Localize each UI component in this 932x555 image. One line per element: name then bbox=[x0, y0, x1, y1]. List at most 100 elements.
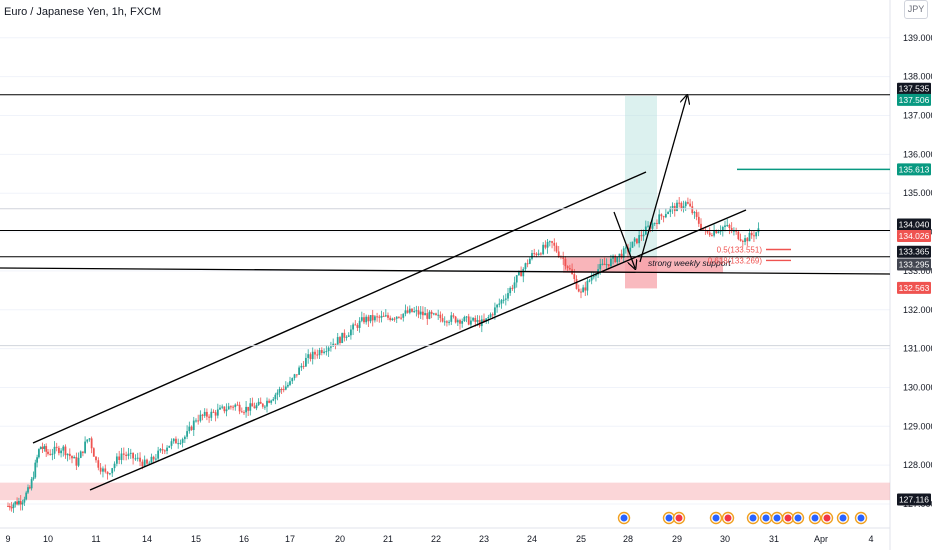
candle-body bbox=[689, 203, 691, 207]
candle-body bbox=[573, 274, 576, 279]
candle-body bbox=[502, 299, 505, 301]
candle-body bbox=[99, 467, 102, 472]
candle-body bbox=[97, 460, 100, 468]
candle-body bbox=[159, 449, 162, 451]
candle-body bbox=[298, 367, 300, 375]
candle-body bbox=[278, 388, 281, 393]
candle-body bbox=[43, 446, 46, 449]
candle-body bbox=[582, 287, 585, 293]
candle-body bbox=[739, 239, 742, 241]
candle-body bbox=[201, 414, 204, 416]
candle-body bbox=[199, 414, 202, 421]
x-tick-label: 17 bbox=[285, 534, 295, 544]
candle-body bbox=[533, 253, 536, 255]
candle-body bbox=[607, 264, 610, 267]
candle-body bbox=[580, 291, 582, 293]
candle-body bbox=[255, 405, 258, 409]
candle-body bbox=[509, 287, 512, 294]
candle-body bbox=[700, 223, 702, 230]
candle-body bbox=[599, 264, 602, 270]
candle-body bbox=[84, 441, 86, 453]
candle-body bbox=[636, 238, 638, 244]
candle-body bbox=[234, 404, 237, 408]
candle-body bbox=[197, 420, 200, 422]
price-badge-label: 134.040 bbox=[899, 219, 930, 229]
candle-body bbox=[45, 446, 48, 452]
candle-body bbox=[170, 441, 173, 446]
candle-body bbox=[27, 487, 29, 493]
candle-body bbox=[605, 264, 608, 266]
scale-currency-button[interactable]: JPY bbox=[904, 0, 928, 19]
candle-body bbox=[92, 448, 95, 457]
candle-body bbox=[382, 315, 385, 317]
price-badge-label: 135.613 bbox=[899, 164, 930, 174]
candle-body bbox=[656, 222, 658, 224]
candle-body bbox=[746, 238, 749, 242]
price-badge-label: 134.026 bbox=[899, 231, 930, 241]
candle-body bbox=[684, 202, 687, 207]
candle-body bbox=[365, 316, 368, 323]
price-badge bbox=[897, 163, 931, 176]
candle-body bbox=[109, 473, 111, 475]
candle-body bbox=[73, 456, 76, 459]
price-badge bbox=[897, 493, 931, 506]
candle-body bbox=[268, 400, 270, 403]
candle-body bbox=[682, 206, 685, 209]
candle-body bbox=[225, 409, 228, 412]
candle-body bbox=[472, 317, 474, 321]
candle-body bbox=[426, 313, 429, 319]
candle-body bbox=[134, 458, 137, 460]
candle-body bbox=[192, 420, 195, 431]
candle-body bbox=[327, 347, 330, 352]
candle-body bbox=[708, 232, 711, 236]
candle-body bbox=[446, 321, 448, 323]
x-tick-label: 31 bbox=[769, 534, 779, 544]
candle-body bbox=[564, 258, 567, 267]
price-badge-label: 132.563 bbox=[899, 283, 930, 293]
candle-body bbox=[122, 453, 125, 455]
candle-body bbox=[10, 507, 13, 509]
candle-body bbox=[511, 287, 514, 289]
candle-body bbox=[223, 406, 226, 412]
candle-body bbox=[667, 212, 669, 215]
candle-body bbox=[376, 316, 378, 318]
candle-body bbox=[203, 411, 206, 416]
candle-body bbox=[633, 238, 636, 242]
candle-body bbox=[104, 468, 107, 472]
candle-body bbox=[214, 412, 217, 416]
candle-body bbox=[402, 313, 405, 318]
candle-body bbox=[715, 230, 718, 234]
candle-body bbox=[680, 202, 683, 209]
candle-body bbox=[380, 315, 383, 318]
candle-body bbox=[691, 206, 694, 214]
candle-body bbox=[398, 316, 400, 318]
candle-body bbox=[417, 310, 420, 315]
candle-body bbox=[647, 225, 649, 227]
candle-body bbox=[186, 431, 188, 437]
candle-body bbox=[352, 324, 354, 330]
candle-body bbox=[238, 404, 241, 412]
candle-body bbox=[724, 225, 726, 227]
candle-body bbox=[491, 314, 494, 316]
candle-body bbox=[64, 446, 67, 456]
candle-body bbox=[232, 406, 234, 408]
candle-body bbox=[245, 406, 247, 413]
candle-body bbox=[264, 406, 266, 408]
candle-body bbox=[448, 321, 450, 323]
candle-body bbox=[432, 313, 435, 315]
candle-body bbox=[320, 350, 323, 353]
candle-body bbox=[314, 351, 316, 355]
candle-body bbox=[7, 505, 9, 507]
candle-body bbox=[504, 298, 507, 300]
candle-body bbox=[629, 247, 632, 252]
candle-body bbox=[30, 479, 33, 489]
candle-body bbox=[152, 456, 155, 460]
price-badge bbox=[897, 82, 931, 95]
candle-body bbox=[419, 311, 422, 315]
candle-body bbox=[75, 456, 78, 466]
candle-body bbox=[343, 332, 346, 338]
candle-body bbox=[47, 451, 49, 454]
sloped-support-line bbox=[0, 267, 891, 275]
